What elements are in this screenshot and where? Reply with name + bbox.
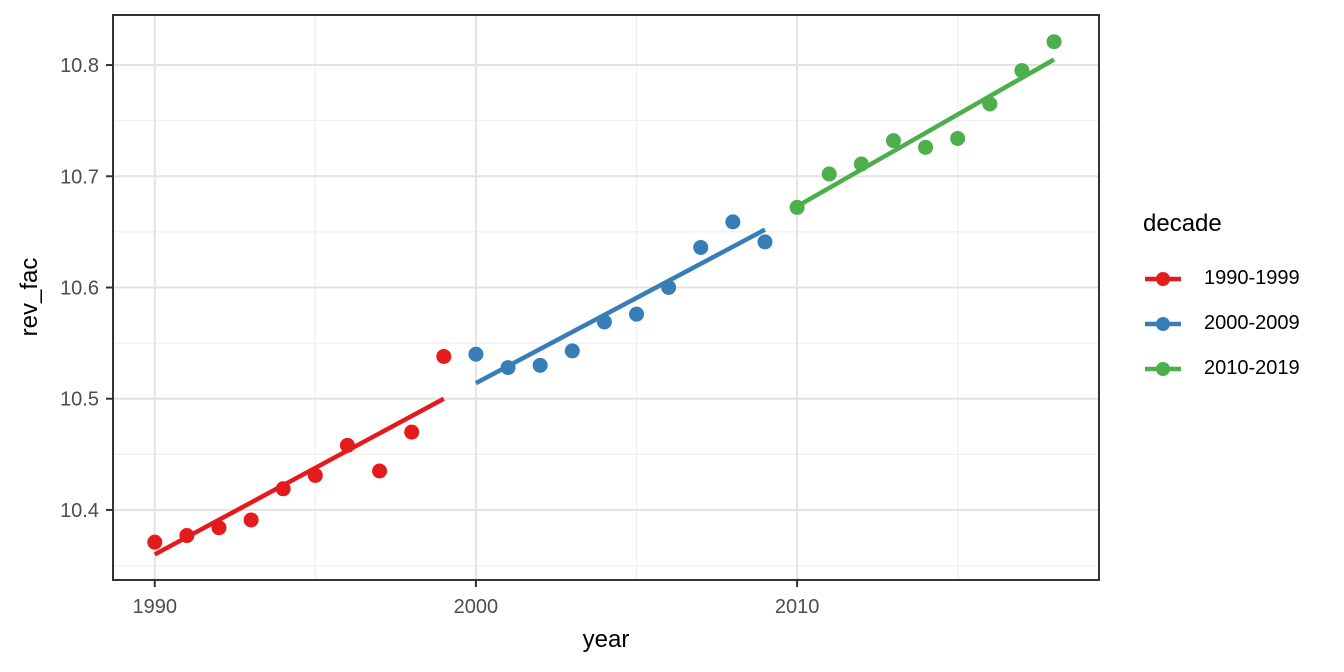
y-tick-label: 10.8 — [60, 55, 99, 77]
legend-title: decade — [1143, 210, 1222, 237]
data-point — [243, 512, 259, 528]
trend-line — [474, 227, 767, 386]
data-point — [950, 130, 966, 146]
y-tick-label: 10.5 — [60, 389, 99, 411]
data-point — [629, 306, 645, 322]
y-axis-title: rev_fac — [16, 257, 43, 337]
legend-item: 2000-2009 — [1143, 301, 1300, 346]
data-point — [532, 357, 548, 373]
data-point — [500, 360, 516, 376]
x-tick-label: 1990 — [133, 596, 178, 618]
data-point — [179, 528, 195, 544]
trend-line — [795, 57, 1056, 209]
legend-item: 1990-1999 — [1143, 256, 1300, 301]
data-point — [307, 467, 323, 483]
data-point — [372, 463, 388, 479]
legend-label: 2000-2009 — [1204, 312, 1300, 334]
legend-key-icon — [1143, 359, 1183, 379]
legend-label: 1990-1999 — [1204, 267, 1300, 289]
data-point — [147, 534, 163, 550]
y-tick-label: 10.7 — [60, 166, 99, 188]
data-point — [885, 133, 901, 149]
x-axis-title: year — [582, 626, 630, 653]
panel-border — [112, 14, 1100, 581]
data-point — [821, 166, 837, 182]
legend-label: 2010-2019 — [1204, 357, 1300, 379]
data-point — [339, 437, 355, 453]
data-point — [1014, 63, 1030, 79]
data-point — [789, 199, 805, 215]
data-point — [757, 234, 773, 250]
data-point — [468, 346, 484, 362]
data-point — [275, 481, 291, 497]
legend-key-icon — [1143, 314, 1183, 334]
x-tick-label: 2010 — [775, 596, 820, 618]
legend: decade 1990-1999 2000-2009 2010-2019 — [1143, 210, 1300, 391]
legend-items: 1990-1999 2000-2009 2010-2019 — [1143, 256, 1300, 391]
data-point — [693, 239, 709, 255]
data-point — [1046, 34, 1062, 50]
data-point — [982, 96, 998, 112]
y-tick-label: 10.6 — [60, 277, 99, 299]
legend-item: 2010-2019 — [1143, 346, 1300, 391]
data-point — [725, 214, 741, 230]
data-point — [404, 424, 420, 440]
x-tick-label: 2000 — [454, 596, 499, 618]
legend-key-icon — [1143, 269, 1183, 289]
data-point — [918, 139, 934, 155]
data-point — [853, 156, 869, 172]
trend-line — [153, 396, 445, 557]
data-point — [596, 314, 612, 330]
data-point — [436, 348, 452, 364]
data-point — [211, 520, 227, 536]
data-point — [564, 343, 580, 359]
data-point — [661, 279, 677, 295]
y-tick-label: 10.4 — [60, 500, 99, 522]
